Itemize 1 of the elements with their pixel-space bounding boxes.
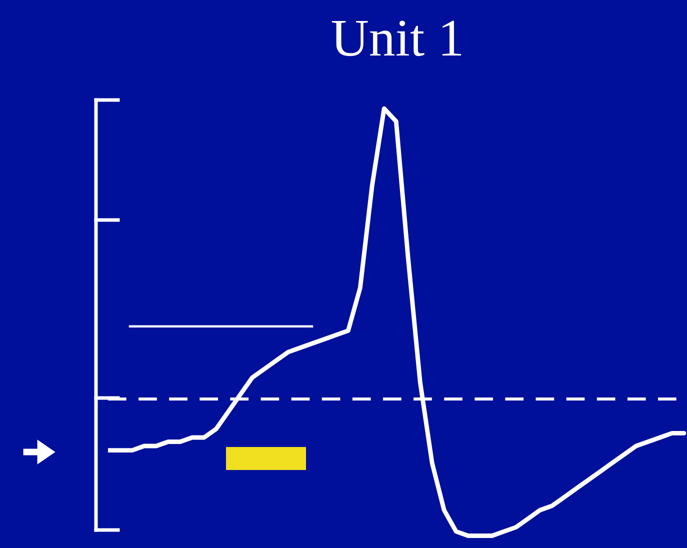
chart-title: Unit 1 <box>332 20 462 56</box>
